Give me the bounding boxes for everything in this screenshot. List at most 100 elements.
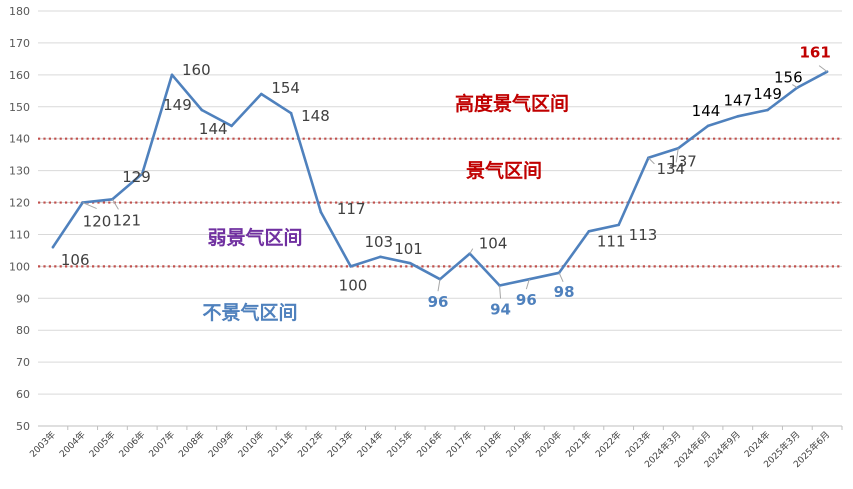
data-label: 161 xyxy=(799,44,830,62)
data-label: 101 xyxy=(394,240,423,258)
label-leader-line xyxy=(558,272,564,282)
y-tick-label: 130 xyxy=(9,165,30,178)
label-leader-line xyxy=(112,199,119,210)
x-tick-label: 2011年 xyxy=(265,429,296,460)
x-tick-label: 2008年 xyxy=(176,429,207,460)
data-label: 98 xyxy=(554,283,575,301)
x-tick-label: 2016年 xyxy=(414,429,445,460)
label-leader-line xyxy=(82,202,97,209)
data-label: 111 xyxy=(597,232,626,250)
data-label: 129 xyxy=(122,168,151,186)
data-label: 96 xyxy=(516,291,537,309)
x-tick-label: 2020年 xyxy=(533,429,564,460)
x-tick-label: 2015年 xyxy=(384,429,415,460)
label-leader-line xyxy=(525,279,530,290)
data-label: 100 xyxy=(339,276,368,294)
label-leader-line xyxy=(132,172,143,175)
zone-label-weak-prosperity: 弱景气区间 xyxy=(207,226,302,249)
x-tick-label: 2021年 xyxy=(563,429,594,460)
data-point xyxy=(766,108,769,112)
x-tick-label: 2018年 xyxy=(474,429,505,460)
data-point xyxy=(736,115,740,118)
label-leader-line xyxy=(437,279,441,292)
x-tick-label: 2017年 xyxy=(444,429,475,460)
data-label: 149 xyxy=(753,85,782,103)
y-axis-tick-labels: 50 60 70 80 90 100 110 120 130 140 150 160 170 180 xyxy=(9,5,30,433)
data-point xyxy=(230,124,233,128)
label-leader-line xyxy=(818,65,828,73)
x-tick-label: 2009年 xyxy=(206,429,237,460)
label-leader-line xyxy=(499,285,502,299)
label-leader-lines xyxy=(82,65,828,299)
x-axis-tick-labels: 2003年 2004年 2005年 2006年 2007年 2008年 2009年 2010年… xyxy=(27,426,843,470)
data-point xyxy=(408,261,412,265)
y-tick-label: 160 xyxy=(9,69,30,82)
y-tick-label: 90 xyxy=(16,292,30,305)
x-tick-label: 2004年 xyxy=(57,429,88,460)
y-tick-label: 180 xyxy=(9,5,30,18)
y-tick-label: 140 xyxy=(9,133,30,146)
y-tick-label: 120 xyxy=(9,197,30,210)
data-label: 147 xyxy=(723,91,752,109)
data-label: 103 xyxy=(364,233,393,251)
data-label: 144 xyxy=(199,120,228,138)
zone-label-recession: 不景气区间 xyxy=(202,301,297,324)
data-point xyxy=(200,108,204,112)
data-point xyxy=(379,255,382,259)
data-point xyxy=(617,223,620,227)
data-label: 104 xyxy=(479,235,508,253)
label-leader-line xyxy=(648,157,655,165)
data-label: 137 xyxy=(668,152,697,170)
x-tick-label: 2014年 xyxy=(355,429,386,460)
y-tick-label: 80 xyxy=(16,324,30,337)
x-tick-label: 2019年 xyxy=(503,429,534,460)
data-point xyxy=(706,124,710,128)
data-label: 120 xyxy=(83,213,112,231)
data-label: 94 xyxy=(490,301,511,319)
y-tick-label: 60 xyxy=(16,388,30,401)
x-tick-label: 2007年 xyxy=(146,429,177,460)
x-tick-label: 2013年 xyxy=(325,429,356,460)
label-leader-line xyxy=(792,84,798,89)
x-tick-label: 2012年 xyxy=(295,429,326,460)
data-point xyxy=(587,229,591,233)
y-tick-label: 170 xyxy=(9,37,30,50)
zone-label-high-prosperity: 高度景气区间 xyxy=(455,92,569,115)
data-label: 160 xyxy=(182,61,211,79)
zone-label-prosperity: 景气区间 xyxy=(466,159,542,182)
data-point xyxy=(170,73,174,77)
y-tick-label: 100 xyxy=(9,260,30,273)
data-label: 96 xyxy=(428,293,449,311)
x-tick-label: 2006年 xyxy=(116,429,147,460)
x-tick-label: 2005年 xyxy=(87,429,118,460)
data-label: 149 xyxy=(163,96,192,114)
data-label: 117 xyxy=(337,200,366,218)
data-point xyxy=(319,210,323,214)
data-label: 144 xyxy=(692,102,721,120)
data-point xyxy=(349,265,352,268)
y-tick-label: 150 xyxy=(9,101,30,114)
data-label: 156 xyxy=(774,69,803,87)
threshold-lines xyxy=(38,137,842,268)
data-label: 148 xyxy=(301,107,330,125)
data-point xyxy=(289,111,293,115)
data-label: 121 xyxy=(112,211,141,229)
data-label: 106 xyxy=(61,251,90,269)
data-label: 154 xyxy=(271,79,300,97)
y-tick-label: 110 xyxy=(9,228,30,241)
x-tick-label: 2024年 xyxy=(742,429,773,460)
label-leader-line xyxy=(675,148,679,163)
x-tick-label: 2010年 xyxy=(235,429,266,460)
label-leader-line xyxy=(469,248,474,254)
x-tick-label: 2023年 xyxy=(623,429,654,460)
data-point xyxy=(51,245,55,249)
y-tick-label: 50 xyxy=(16,420,30,433)
data-label: 113 xyxy=(629,226,658,244)
data-point xyxy=(260,92,263,96)
x-tick-label: 2003年 xyxy=(27,429,58,460)
y-tick-label: 70 xyxy=(16,356,30,369)
data-label: 134 xyxy=(656,160,685,178)
x-tick-label: 2022年 xyxy=(593,429,624,460)
